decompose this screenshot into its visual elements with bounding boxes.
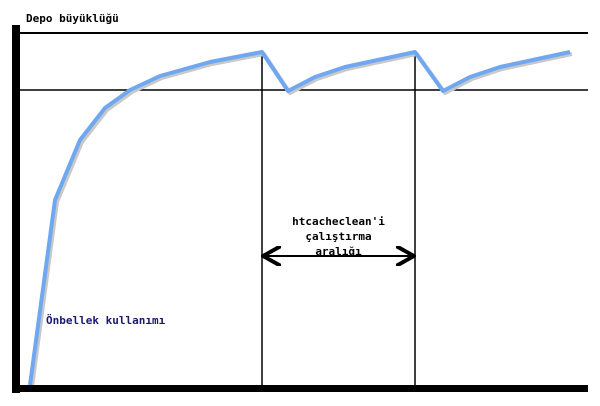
interval-label-line3: aralığı bbox=[315, 245, 362, 258]
cache-usage-curve bbox=[28, 50, 571, 386]
y-axis-label: Depo büyüklüğü bbox=[26, 12, 119, 25]
interval-label: htcacheclean'i çalıştırma aralığı bbox=[262, 214, 415, 259]
interval-label-line1: htcacheclean'i bbox=[292, 215, 385, 228]
y-axis bbox=[12, 25, 20, 393]
x-axis bbox=[12, 385, 588, 392]
interval-label-line2: çalıştırma bbox=[305, 230, 372, 243]
curve-label: Önbellek kullanımı bbox=[46, 314, 166, 327]
